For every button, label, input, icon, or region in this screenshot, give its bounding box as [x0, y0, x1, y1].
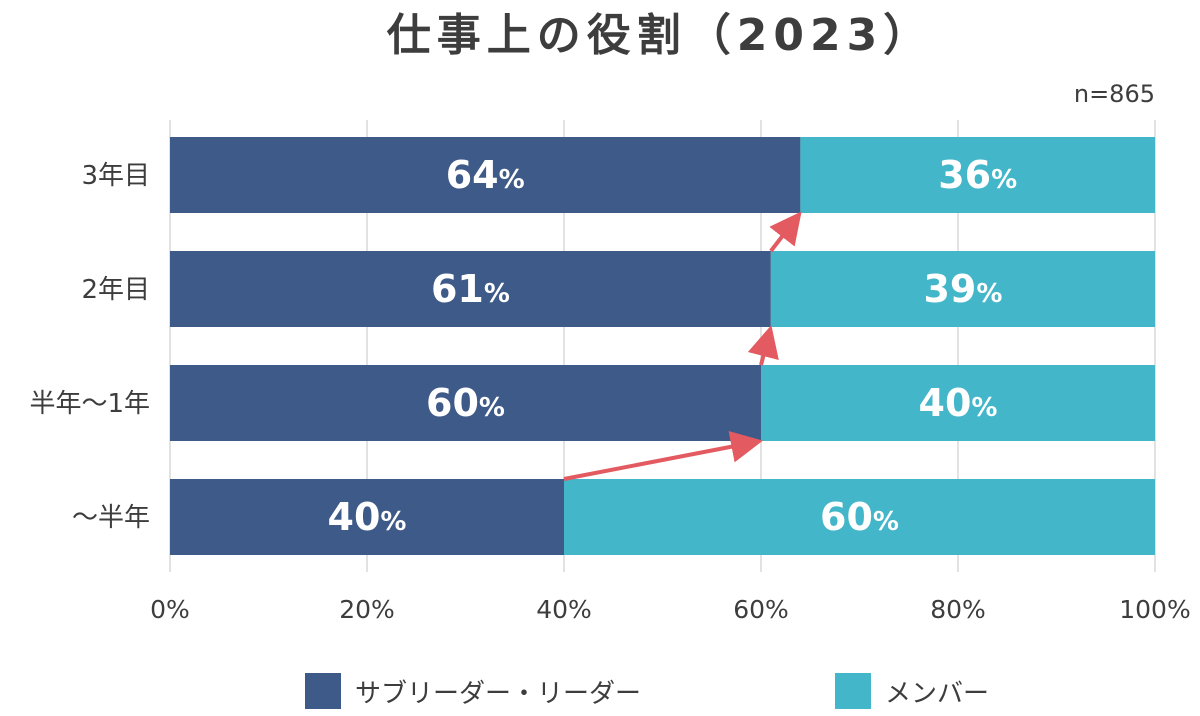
- data-label-value: 36: [938, 153, 991, 197]
- legend-label: メンバー: [885, 679, 989, 709]
- category-label: 半年～1年: [29, 389, 150, 419]
- trend-arrow: [769, 211, 802, 253]
- data-label: 61%: [431, 267, 510, 311]
- data-label-value: 61: [431, 267, 484, 311]
- data-label-unit: %: [971, 393, 997, 423]
- x-tick-label: 80%: [930, 595, 986, 624]
- trend-arrow: [563, 430, 763, 481]
- data-label-value: 40: [919, 381, 972, 425]
- sample-size-note: n=865: [1074, 80, 1155, 108]
- data-label: 60%: [426, 381, 505, 425]
- data-label-unit: %: [499, 165, 525, 195]
- data-label-value: 40: [328, 495, 381, 539]
- legend-swatch: [305, 673, 341, 709]
- x-tick-label: 100%: [1119, 595, 1190, 624]
- data-label-unit: %: [484, 279, 510, 309]
- trend-arrow: [747, 325, 779, 366]
- data-labels: 64% 36%61% 39%60% 40%40% 60%: [328, 153, 1018, 539]
- data-label: 36%: [938, 153, 1017, 197]
- bar-segment: [170, 479, 564, 555]
- data-label: 39%: [923, 267, 1002, 311]
- data-label-value: 60: [820, 495, 873, 539]
- data-label-unit: %: [479, 393, 505, 423]
- data-label-value: 60: [426, 381, 479, 425]
- data-label-unit: %: [873, 507, 899, 537]
- data-label: 40%: [919, 381, 998, 425]
- data-label-unit: %: [380, 507, 406, 537]
- legend: サブリーダー・リーダー メンバー: [305, 673, 989, 709]
- x-tick-label: 0%: [150, 595, 190, 624]
- category-label: ～半年: [72, 503, 150, 533]
- bar-segment: [170, 251, 771, 327]
- data-label: 40%: [328, 495, 407, 539]
- bar-segment: [564, 479, 1155, 555]
- x-tick-label: 60%: [733, 595, 789, 624]
- bar-segment: [761, 365, 1155, 441]
- chart-title: 仕事上の役割（2023）: [387, 10, 933, 61]
- x-axis-ticks: 0% 20% 40% 60% 80% 100%: [150, 595, 1191, 624]
- data-label-value: 64: [446, 153, 499, 197]
- legend-label: サブリーダー・リーダー: [355, 679, 641, 709]
- bar-segment: [770, 251, 1155, 327]
- data-label-unit: %: [976, 279, 1002, 309]
- category-label: 3年目: [81, 161, 150, 191]
- data-label-unit: %: [991, 165, 1017, 195]
- x-tick-label: 40%: [536, 595, 592, 624]
- data-label-value: 39: [923, 267, 976, 311]
- data-label: 64%: [446, 153, 525, 197]
- bars: [170, 137, 1155, 555]
- x-tick-label: 20%: [339, 595, 395, 624]
- trend-arrows: [563, 211, 802, 481]
- legend-swatch: [835, 673, 871, 709]
- category-label: 2年目: [81, 275, 150, 305]
- bar-segment: [170, 365, 761, 441]
- bar-segment: [800, 137, 1155, 213]
- data-label: 60%: [820, 495, 899, 539]
- bar-segment: [170, 137, 801, 213]
